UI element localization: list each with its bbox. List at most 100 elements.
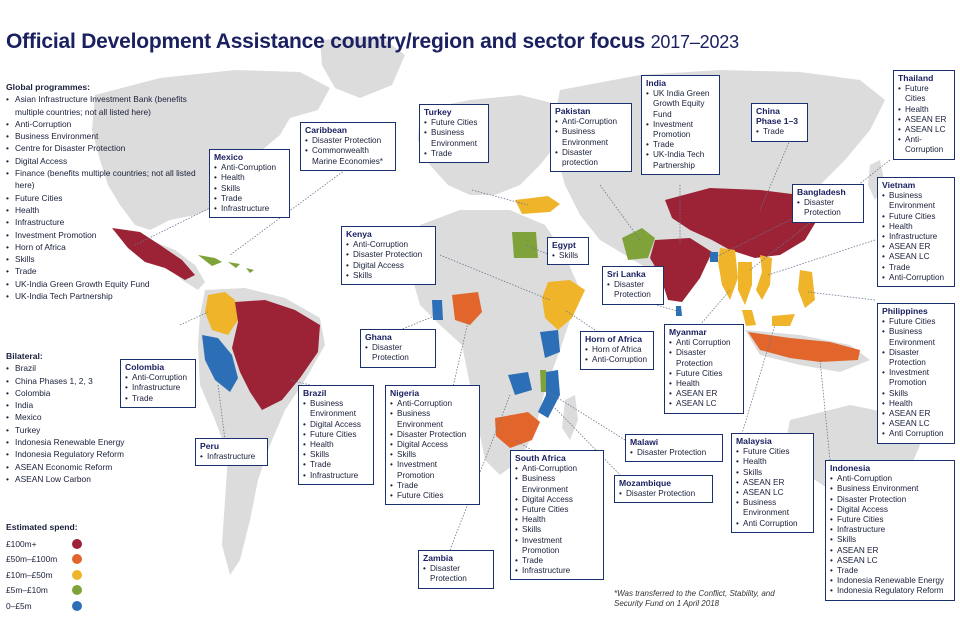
list-item: Digital Access bbox=[6, 155, 206, 168]
list-item: Skills bbox=[6, 253, 206, 266]
list-item: Anti-Corruption bbox=[830, 474, 950, 484]
kenya-region bbox=[540, 330, 560, 358]
country-box-title: Malawi bbox=[630, 437, 659, 447]
list-item: Anti Corruption bbox=[882, 429, 950, 439]
list-item: Trade bbox=[214, 194, 285, 204]
list-item: Health bbox=[882, 222, 950, 232]
list-item: UK India Green Growth Equity Fund bbox=[646, 89, 715, 120]
list-item: Business Environment bbox=[882, 191, 950, 211]
list-item: Horn of Africa bbox=[6, 241, 206, 254]
country-box-sri-lanka: Sri LankaDisaster Protection bbox=[602, 266, 664, 305]
list-item: Brazil bbox=[6, 362, 186, 375]
country-box-title: Horn of Africa bbox=[585, 334, 642, 344]
country-box-title: Ghana bbox=[365, 332, 392, 342]
connector-line bbox=[715, 209, 811, 258]
legend-swatch bbox=[72, 600, 82, 611]
country-box-title: Egypt bbox=[552, 240, 576, 250]
legend-entry: £100m+ bbox=[6, 536, 82, 552]
list-item: Digital Access bbox=[830, 505, 950, 515]
country-box-pakistan: PakistanAnti-CorruptionBusiness Environm… bbox=[550, 103, 632, 173]
list-item: Commonwealth Marine Economies* bbox=[305, 146, 391, 166]
peru-region bbox=[202, 335, 238, 392]
mozambique-region bbox=[538, 370, 560, 418]
country-box-horn-of-africa: Horn of AfricaHorn of AfricaAnti-Corrupt… bbox=[580, 331, 654, 370]
country-box-title: Colombia bbox=[125, 362, 165, 372]
country-box-ghana: GhanaDisaster Protection bbox=[360, 329, 436, 368]
list-item: Future Cities bbox=[736, 447, 809, 457]
country-box-title: Pakistan bbox=[555, 106, 591, 116]
connector-line bbox=[551, 404, 626, 481]
list-item: ASEAN LC bbox=[882, 419, 950, 429]
country-box-list: Disaster Protection bbox=[365, 343, 431, 363]
malaysia-region bbox=[742, 310, 795, 326]
country-box-list: Anti-CorruptionDisaster ProtectionDigita… bbox=[346, 240, 431, 281]
list-item: Infrastructure bbox=[125, 383, 191, 393]
list-item: Disaster Protection bbox=[365, 343, 431, 363]
connector-line bbox=[767, 239, 876, 276]
connector-line bbox=[449, 394, 511, 551]
list-item: Investment Promotion bbox=[515, 536, 599, 556]
legend-entry: £5m–£10m bbox=[6, 583, 82, 599]
list-item: Business Environment bbox=[303, 399, 369, 419]
country-box-list: Future CitiesBusiness EnvironmentTrade bbox=[424, 118, 484, 159]
list-item: ASEAN ER bbox=[830, 546, 950, 556]
list-item: Health bbox=[736, 457, 809, 467]
list-item: Future Cities bbox=[882, 212, 950, 222]
country-box-india: IndiaUK India Green Growth Equity FundIn… bbox=[641, 75, 720, 175]
country-box-egypt: EgyptSkills bbox=[547, 237, 589, 266]
bangladesh-region bbox=[710, 252, 718, 262]
list-item: ASEAN LC bbox=[830, 556, 950, 566]
country-box-vietnam: VietnamBusiness EnvironmentFuture Cities… bbox=[877, 177, 955, 288]
africa-land bbox=[410, 210, 580, 475]
list-item: Skills bbox=[214, 184, 285, 194]
country-box-list: Trade bbox=[756, 127, 803, 137]
country-box-malaysia: MalaysiaFuture CitiesHealthSkillsASEAN E… bbox=[731, 433, 814, 533]
bilateral-heading: Bilateral: bbox=[6, 351, 43, 361]
list-item: Anti-Corruption bbox=[390, 399, 475, 409]
list-item: Anti-Corruption bbox=[882, 273, 950, 283]
list-item: Horn of Africa bbox=[585, 345, 649, 355]
country-box-title: India bbox=[646, 78, 667, 88]
country-box-malawi: MalawiDisaster Protection bbox=[625, 434, 723, 463]
country-box-title: Brazil bbox=[303, 388, 327, 398]
country-box-peru: PeruInfrastructure bbox=[195, 438, 268, 467]
list-item: Trade bbox=[424, 149, 484, 159]
list-item: Business Environment bbox=[515, 474, 599, 494]
philippines-region bbox=[798, 270, 815, 308]
country-box-title: Philippines bbox=[882, 306, 928, 316]
list-item: India bbox=[6, 399, 186, 412]
connector-line bbox=[217, 384, 226, 441]
list-item: Anti-Corruption bbox=[214, 163, 285, 173]
list-item: UK-India Green Growth Equity Fund bbox=[6, 278, 206, 291]
connector-line bbox=[599, 184, 641, 241]
connector-line bbox=[807, 291, 876, 301]
connector-line bbox=[759, 139, 791, 211]
nigeria-region bbox=[452, 292, 482, 325]
country-box-philippines: PhilippinesFuture CitiesBusiness Environ… bbox=[877, 303, 955, 444]
footnote: *Was transferred to the Conflict, Stabil… bbox=[614, 589, 775, 608]
list-item: Infrastructure bbox=[830, 525, 950, 535]
list-item: Health bbox=[303, 440, 369, 450]
list-item: ASEAN Low Carbon bbox=[6, 473, 186, 486]
country-box-list: Business EnvironmentDigital AccessFuture… bbox=[303, 399, 369, 481]
country-box-list: Anti-CorruptionInfrastructureTrade bbox=[125, 373, 191, 404]
list-item: Infrastructure bbox=[515, 566, 599, 576]
list-item: Skills bbox=[552, 251, 584, 261]
list-item: Trade bbox=[646, 140, 715, 150]
page-title: Official Development Assistance country/… bbox=[6, 30, 739, 54]
list-item: Health bbox=[214, 173, 285, 183]
list-item: Anti Corruption bbox=[669, 338, 739, 348]
indonesia-region bbox=[748, 332, 860, 362]
list-item: ASEAN LC bbox=[898, 125, 950, 135]
country-box-list: Disaster Protection bbox=[607, 280, 659, 300]
list-item: Infrastructure bbox=[200, 452, 263, 462]
list-item: Disaster Protection bbox=[607, 280, 659, 300]
list-item: Skills bbox=[390, 450, 475, 460]
list-item: ASEAN Economic Reform bbox=[6, 461, 186, 474]
list-item: Skills bbox=[515, 525, 599, 535]
list-item: Infrastructure bbox=[214, 204, 285, 214]
country-box-caribbean: CaribbeanDisaster ProtectionCommonwealth… bbox=[300, 122, 396, 171]
legend-swatch bbox=[72, 554, 82, 565]
list-item: Health bbox=[898, 105, 950, 115]
list-item: Disaster Protection bbox=[423, 564, 489, 584]
